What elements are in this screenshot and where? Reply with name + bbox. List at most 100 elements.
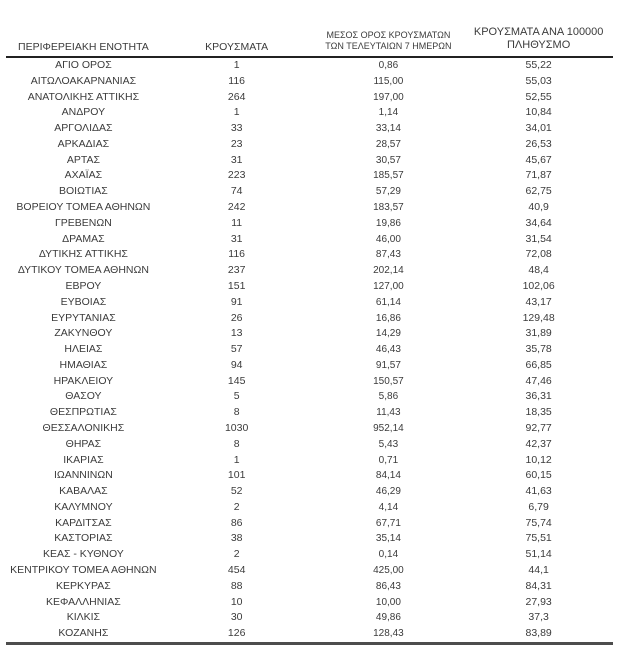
avg7-cell: 425,00: [373, 565, 404, 576]
region-cell: ΚΕΑΣ - ΚΥΘΝΟΥ: [42, 548, 124, 561]
header-avg7: ΜΕΣΟΣ ΟΡΟΣ ΚΡΟΥΣΜΑΤΩΝ ΤΩΝ ΤΕΛΕΥΤΑΙΩΝ 7 Η…: [313, 14, 465, 57]
region-cell: ΙΩΑΝΝΙΝΩΝ: [53, 469, 113, 482]
avg7-cell: 87,43: [375, 249, 401, 261]
table-row: ΑΡΤΑΣ 31 30,57 45,67: [6, 153, 613, 169]
cases-cell: 74: [230, 185, 243, 198]
avg7-cell: 0,71: [378, 454, 399, 466]
region-cell: ΘΑΣΟΥ: [65, 390, 102, 403]
avg7-cell: 197,00: [373, 91, 404, 103]
per100k-cell: 40,9: [528, 201, 549, 214]
avg7-cell: 952,14: [373, 422, 404, 434]
header-cases: ΚΡΟΥΣΜΑΤΑ: [205, 41, 269, 53]
region-cell: ΚΑΣΤΟΡΙΑΣ: [54, 532, 113, 545]
header-row: ΠΕΡΙΦΕΡΕΙΑΚΗ ΕΝΟΤΗΤΑ ΚΡΟΥΣΜΑΤΑ ΜΕΣΟΣ ΟΡΟ…: [6, 14, 613, 57]
region-cell: ΚΕΝΤΡΙΚΟΥ ΤΟΜΕΑ ΑΘΗΝΩΝ: [10, 564, 157, 576]
avg7-cell: 115,00: [373, 75, 404, 87]
per100k-cell: 60,15: [525, 469, 552, 482]
per100k-cell: 83,89: [525, 627, 552, 640]
region-cell: ΕΥΒΟΙΑΣ: [60, 295, 107, 308]
avg7-cell: 86,43: [375, 580, 401, 592]
avg7-cell: 57,29: [375, 186, 401, 198]
header-avg7-line2: ΤΩΝ ΤΕΛΕΥΤΑΙΩΝ 7 ΗΜΕΡΩΝ: [325, 41, 452, 52]
per100k-cell: 43,17: [525, 295, 552, 308]
cases-cell: 31: [230, 153, 243, 166]
per100k-cell: 36,31: [525, 390, 552, 403]
region-cell: ΑΡΤΑΣ: [66, 153, 100, 166]
per100k-cell: 129,48: [522, 311, 555, 324]
region-cell: ΚΕΡΚΥΡΑΣ: [56, 579, 111, 592]
table-row: ΑΧΑΪΑΣ 223 185,57 71,87: [6, 168, 613, 184]
avg7-cell: 35,14: [375, 533, 401, 545]
cases-cell: 454: [227, 564, 246, 576]
region-cell: ΔΡΑΜΑΣ: [62, 232, 105, 245]
table-row: ΚΕΡΚΥΡΑΣ 88 86,43 84,31: [6, 579, 613, 595]
avg7-cell: 0,86: [378, 60, 399, 71]
region-cell: ΕΥΡΥΤΑΝΙΑΣ: [51, 311, 116, 324]
per100k-cell: 34,64: [525, 216, 552, 229]
per100k-cell: 18,35: [525, 406, 552, 419]
cases-cell: 11: [231, 216, 243, 229]
cases-cell: 151: [227, 279, 246, 292]
table-row: ΘΑΣΟΥ 5 5,86 36,31: [6, 389, 613, 405]
table-row: ΚΑΛΥΜΝΟΥ 2 4,14 6,79: [6, 500, 613, 516]
cases-cell: 1: [233, 106, 240, 119]
region-cell: ΒΟΙΩΤΙΑΣ: [59, 185, 108, 198]
avg7-cell: 16,86: [375, 312, 401, 324]
per100k-cell: 45,67: [525, 153, 552, 166]
avg7-cell: 127,00: [373, 280, 404, 292]
region-cell: ΚΙΛΚΙΣ: [66, 611, 101, 624]
table-row: ΒΟΙΩΤΙΑΣ 74 57,29 62,75: [6, 184, 613, 200]
per100k-cell: 31,89: [525, 327, 552, 340]
cases-cell: 8: [233, 406, 240, 419]
region-cell: ΚΕΦΑΛΛΗΝΙΑΣ: [46, 595, 121, 608]
per100k-cell: 55,22: [525, 59, 552, 71]
table-row: ΕΒΡΟΥ 151 127,00 102,06: [6, 279, 613, 295]
per100k-cell: 42,37: [525, 437, 552, 450]
table-row: ΚΕΑΣ - ΚΥΘΝΟΥ 2 0,14 51,14: [6, 547, 613, 563]
region-cell: ΕΒΡΟΥ: [65, 279, 102, 292]
avg7-cell: 33,14: [375, 123, 401, 135]
table-header: ΠΕΡΙΦΕΡΕΙΑΚΗ ΕΝΟΤΗΤΑ ΚΡΟΥΣΜΑΤΑ ΜΕΣΟΣ ΟΡΟ…: [6, 14, 613, 57]
table-body: ΑΓΙΟ ΟΡΟΣ 1 0,86 55,22 ΑΙΤΩΛΟΑΚΑΡΝΑΝΙΑΣ 116 11…: [6, 57, 613, 643]
region-cell: ΚΑΡΔΙΤΣΑΣ: [55, 516, 112, 529]
region-cell: ΑΝΔΡΟΥ: [61, 106, 106, 119]
cases-cell: 31: [230, 232, 243, 245]
table-row: ΗΜΑΘΙΑΣ 94 91,57 66,85: [6, 358, 613, 374]
cases-cell: 86: [230, 516, 243, 529]
per100k-cell: 75,51: [525, 532, 552, 545]
per100k-cell: 34,01: [525, 122, 552, 135]
per100k-cell: 35,78: [525, 343, 552, 356]
header-per100k-line1: ΚΡΟΥΣΜΑΤΑ ΑΝΑ 100000: [473, 25, 604, 38]
cases-cell: 8: [233, 437, 240, 450]
region-cell: ΑΙΤΩΛΟΑΚΑΡΝΑΝΙΑΣ: [30, 74, 137, 87]
avg7-cell: 11,43: [376, 407, 401, 419]
avg7-cell: 14,29: [375, 328, 401, 340]
header-per100k-line2: ΠΛΗΘΥΣΜΟ: [506, 39, 571, 52]
region-cell: ΔΥΤΙΚΗΣ ΑΤΤΙΚΗΣ: [38, 248, 128, 261]
avg7-cell: 128,43: [373, 628, 404, 640]
table-row: ΑΡΓΟΛΙΔΑΣ 33 33,14 34,01: [6, 121, 613, 137]
region-cell: ΚΑΒΑΛΑΣ: [59, 485, 108, 498]
avg7-cell: 10,00: [375, 596, 401, 608]
table-row: ΑΓΙΟ ΟΡΟΣ 1 0,86 55,22: [6, 57, 613, 74]
avg7-cell: 183,57: [373, 202, 404, 214]
per100k-cell: 47,46: [525, 374, 552, 387]
avg7-cell: 49,86: [375, 612, 401, 624]
per100k-cell: 62,75: [525, 185, 552, 198]
cases-cell: 13: [230, 327, 243, 340]
header-region: ΠΕΡΙΦΕΡΕΙΑΚΗ ΕΝΟΤΗΤΑ: [18, 41, 149, 53]
avg7-cell: 0,14: [378, 549, 399, 561]
cases-cell: 57: [230, 343, 243, 356]
region-cell: ΗΛΕΙΑΣ: [64, 343, 103, 356]
cases-cell: 52: [230, 485, 243, 498]
table-row: ΔΥΤΙΚΗΣ ΑΤΤΙΚΗΣ 116 87,43 72,08: [6, 247, 613, 263]
cases-cell: 237: [227, 264, 246, 277]
table-row: ΘΕΣΣΑΛΟΝΙΚΗΣ 1030 952,14 92,77: [6, 421, 613, 437]
region-cell: ΙΚΑΡΙΑΣ: [63, 453, 104, 466]
cases-cell: 94: [230, 358, 243, 371]
per100k-cell: 92,77: [525, 421, 552, 434]
per100k-cell: 52,55: [525, 90, 552, 103]
per100k-cell: 6,79: [528, 500, 549, 513]
cases-cell: 101: [227, 469, 246, 482]
cases-cell: 88: [230, 579, 243, 592]
